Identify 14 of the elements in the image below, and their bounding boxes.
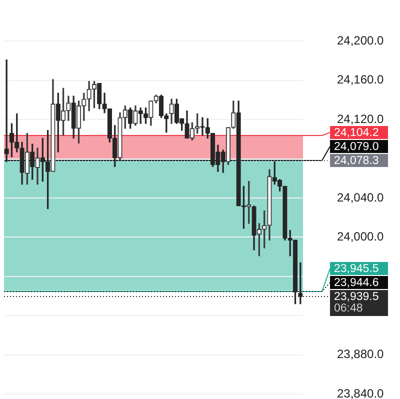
ref-line-label: 24,078.3 bbox=[334, 155, 379, 168]
text: 06:48 bbox=[334, 302, 363, 315]
legend-label: 24,079.0 bbox=[334, 141, 379, 154]
y-tick-label: 24,040.0 bbox=[337, 190, 384, 204]
y-tick-label: 24,160.0 bbox=[337, 72, 384, 87]
ref-line-label: 24,104.2 bbox=[334, 127, 379, 140]
ref-line-label: 23,945.5 bbox=[334, 263, 379, 276]
y-tick-label: 24,000.0 bbox=[337, 230, 384, 244]
y-tick-label: 23,840.0 bbox=[337, 386, 384, 399]
y-tick-label: 23,880.0 bbox=[337, 347, 384, 362]
y-tick-label: 24,200.0 bbox=[337, 34, 384, 48]
y-tick-label: 24,120.0 bbox=[337, 112, 384, 126]
ref-line-label: 23,939.5 bbox=[334, 291, 379, 304]
ref-line-label: 23,944.6 bbox=[334, 277, 379, 290]
